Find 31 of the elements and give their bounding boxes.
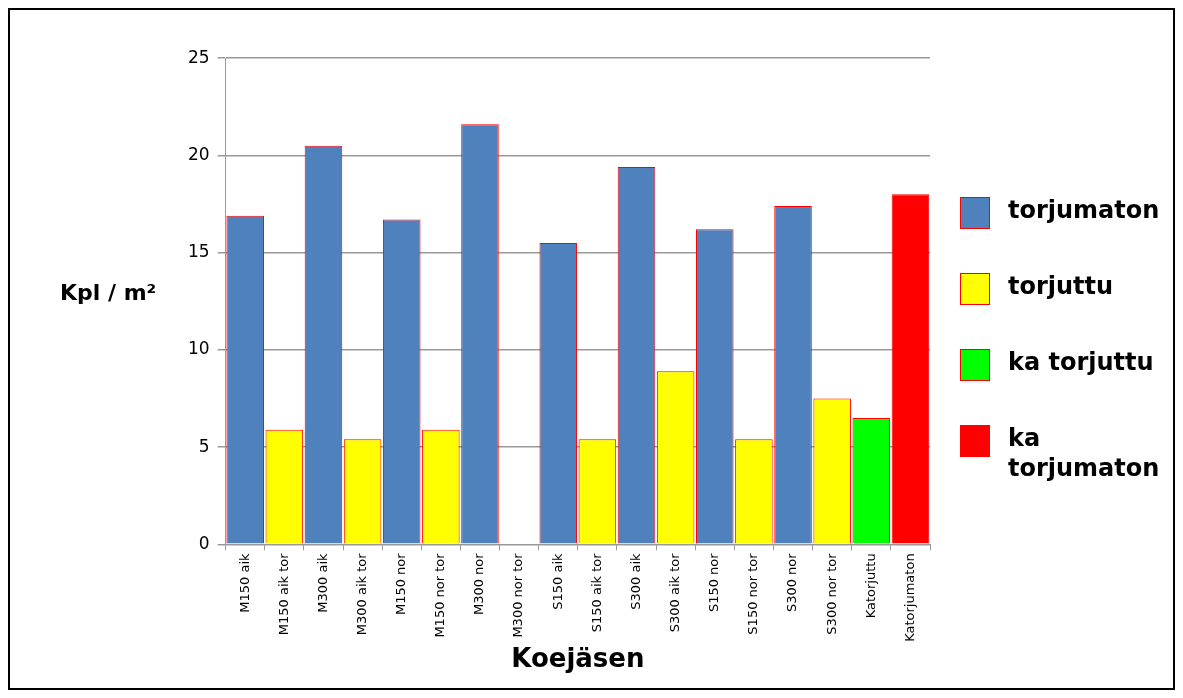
bar bbox=[891, 194, 930, 544]
x-tick-label: M150 aik tor bbox=[275, 552, 291, 636]
x-tick-label: M300 aik tor bbox=[353, 552, 369, 636]
x-tick-label: S150 aik bbox=[549, 552, 565, 610]
x-tick-label: Katorjuttu bbox=[862, 553, 878, 619]
y-tick-label: 15 bbox=[187, 241, 210, 262]
y-tick-label: 5 bbox=[198, 435, 210, 456]
x-tick-label: S150 nor tor bbox=[745, 552, 761, 635]
y-axis-title: Kpl / m² bbox=[60, 280, 157, 305]
x-tick-label: S300 aik tor bbox=[667, 552, 683, 633]
y-tick-label: 10 bbox=[187, 338, 210, 359]
x-axis-title: Koejäsen bbox=[511, 643, 645, 674]
legend-label: ka torjuttu bbox=[1008, 347, 1154, 377]
x-tick-label: M150 nor tor bbox=[432, 552, 448, 638]
legend-label: torjumaton bbox=[1008, 195, 1160, 225]
legend-label: torjuttu bbox=[1008, 271, 1114, 301]
y-tick-label: 20 bbox=[187, 143, 210, 164]
x-tick-label: S150 nor bbox=[706, 552, 722, 613]
x-tick-label: S300 aik bbox=[627, 552, 643, 610]
legend-label: ka torjumaton bbox=[1008, 423, 1161, 483]
x-tick-label: M150 nor bbox=[393, 552, 409, 616]
x-tick-label: S300 nor bbox=[784, 552, 800, 613]
x-tick-label: Katorjumaton bbox=[901, 553, 917, 642]
x-tick-label: M300 nor bbox=[471, 552, 487, 616]
x-tick-label: S300 nor tor bbox=[823, 552, 839, 635]
x-tick-label: M300 aik bbox=[314, 552, 330, 613]
y-tick-label: 25 bbox=[187, 46, 210, 67]
x-tick-label: M150 aik bbox=[236, 552, 252, 613]
x-tick-label: M300 nor tor bbox=[510, 552, 526, 638]
y-tick-label: 0 bbox=[198, 532, 210, 553]
x-tick-label: S150 aik tor bbox=[588, 552, 604, 633]
